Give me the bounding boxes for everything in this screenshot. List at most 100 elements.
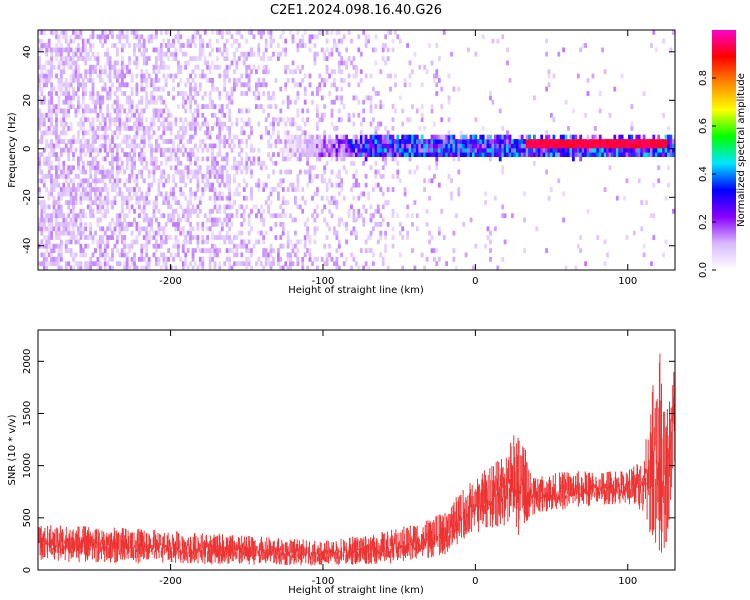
heat-cell-3787	[511, 147, 514, 153]
heat-cell-1347	[142, 51, 146, 57]
heat-cell-2444	[257, 64, 261, 70]
heat-cell-969	[111, 174, 114, 179]
heat-cell-552	[77, 86, 80, 92]
heat-cell-2752	[301, 265, 305, 270]
heat-cell-3510	[425, 139, 429, 144]
heat-cell-2545	[272, 160, 275, 166]
heat-cell-1336	[142, 143, 146, 149]
heat-cell-1331	[142, 195, 146, 201]
heat-cell-985	[111, 30, 114, 35]
heat-cell-273	[57, 230, 61, 236]
heat-cell-3992	[593, 126, 597, 131]
heat-cell-186	[50, 121, 53, 127]
heat-cell-1443	[152, 147, 156, 153]
heat-cell-3383	[394, 143, 397, 149]
heat-cell-2298	[237, 139, 241, 144]
heat-cell-3316	[381, 139, 385, 144]
heat-cell-3353	[389, 152, 392, 157]
heat-cell-1986	[206, 130, 209, 136]
heat-cell-127	[47, 252, 51, 258]
heat-cell-3499	[423, 147, 426, 153]
heat-cell-3626	[454, 152, 458, 157]
heat-cell-1442	[152, 156, 156, 162]
heat-cell-1433	[152, 213, 156, 219]
heat-cell-1042	[118, 261, 122, 267]
heat-cell-2146	[223, 239, 227, 245]
heat-cell-2133	[220, 169, 224, 175]
heat-cell-10	[38, 165, 41, 171]
heat-cell-2331	[242, 208, 246, 214]
heat-cell-2805	[306, 108, 309, 114]
heat-cell-3135	[355, 261, 358, 267]
heat-cell-2890	[320, 256, 324, 262]
heat-cell-779	[94, 56, 97, 61]
heat-cell-2816	[308, 147, 312, 153]
heat-cell-2807	[308, 252, 312, 258]
heat-cell-2970	[330, 143, 334, 149]
heat-cell-439	[69, 248, 73, 253]
heat-cell-4123	[650, 147, 653, 153]
heat-cell-868	[101, 30, 105, 35]
heat-cell-1619	[169, 265, 173, 270]
heat-cell-3201	[364, 152, 368, 157]
heat-cell-3879	[550, 112, 553, 118]
heat-cell-797	[96, 147, 100, 153]
heat-cell-3611	[450, 139, 453, 144]
heat-cell-3121	[352, 182, 356, 188]
heat-cell-2147	[223, 235, 227, 240]
heat-cell-247	[55, 143, 58, 149]
heat-cell-4165	[664, 134, 668, 140]
heat-cell-3310	[381, 174, 385, 179]
heat-cell-2494	[264, 69, 268, 75]
heat-cell-2158	[223, 112, 227, 118]
heat-cell-2174	[225, 204, 229, 210]
heat-cell-2647	[286, 152, 290, 157]
heat-cell-241	[55, 178, 58, 184]
heat-cell-3975	[586, 91, 590, 96]
heat-cell-3446	[408, 134, 412, 140]
heat-cell-3638	[457, 86, 461, 92]
heat-cell-544	[77, 139, 80, 144]
heat-cell-683	[86, 51, 90, 57]
heat-cell-33	[40, 252, 44, 258]
heat-cell-2108	[218, 165, 222, 171]
heat-cell-1311	[140, 99, 144, 105]
heat-cell-4112	[645, 147, 648, 153]
heat-cell-207	[52, 243, 56, 249]
heat-cell-1046	[118, 222, 122, 227]
heat-cell-3904	[562, 191, 565, 197]
heat-cell-99	[45, 256, 49, 262]
heat-cell-974	[111, 152, 114, 157]
heat-cell-2454	[259, 165, 263, 171]
heat-cell-3982	[591, 147, 595, 153]
heat-cell-1448	[152, 108, 156, 114]
heat-cell-2788	[303, 43, 307, 48]
heat-cell-59	[40, 69, 44, 75]
heat-cell-3338	[384, 34, 387, 40]
heat-cell-12	[38, 156, 41, 162]
heat-cell-3251	[372, 134, 375, 140]
heat-cell-2261	[233, 69, 236, 75]
heat-cell-2228	[230, 248, 234, 253]
heat-cell-3690	[479, 134, 483, 140]
heat-cell-881	[103, 187, 107, 192]
heat-cell-2095	[218, 265, 222, 270]
heat-cell-2789	[303, 30, 307, 35]
heat-cell-1930	[198, 38, 202, 44]
heat-cell-580	[79, 178, 83, 184]
heat-cell-722	[91, 261, 95, 267]
heat-cell-1430	[152, 243, 156, 249]
heat-cell-22	[38, 86, 41, 92]
heat-cell-2364	[245, 64, 249, 70]
heat-cell-3686	[479, 152, 483, 157]
heat-cell-2528	[269, 156, 273, 162]
heat-cell-3393	[396, 160, 400, 166]
heat-cell-163	[50, 261, 53, 267]
heat-cell-2536	[269, 38, 273, 44]
heat-cell-3870	[547, 134, 551, 140]
heat-cell-461	[69, 82, 73, 88]
heat-cell-3544	[435, 261, 439, 267]
heat-cell-338	[59, 30, 63, 35]
heat-cell-446	[69, 200, 73, 205]
heat-cell-3704	[484, 139, 487, 144]
